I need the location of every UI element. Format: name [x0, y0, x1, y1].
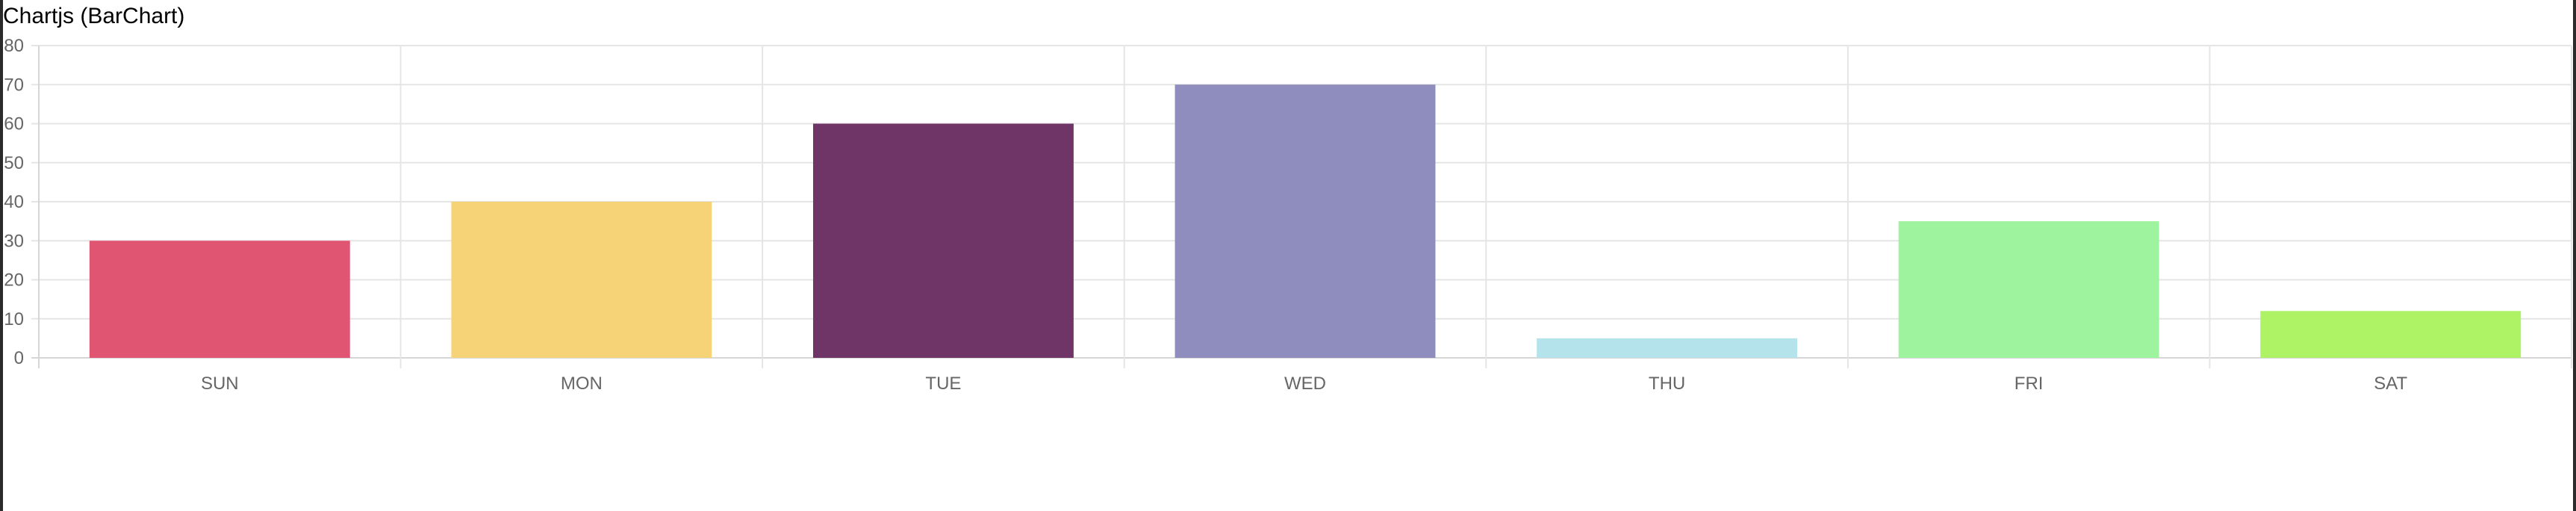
chart-bars — [89, 84, 2521, 359]
bar-sat[interactable] — [2260, 311, 2521, 358]
x-tick-label: SAT — [2374, 374, 2407, 394]
window-right-border — [2573, 0, 2576, 511]
bar-sun[interactable] — [89, 241, 350, 358]
y-tick-label: 0 — [14, 348, 24, 368]
bar-tue[interactable] — [812, 123, 1074, 359]
x-axis-ticks: SUN MON TUE WED THU FRI SAT — [201, 374, 2408, 394]
y-tick-label: 50 — [4, 153, 24, 173]
y-tick-label: 60 — [4, 114, 24, 134]
y-tick-label: 80 — [4, 36, 24, 56]
y-tick-label: 20 — [4, 270, 24, 291]
x-tick-label: THU — [1649, 374, 1685, 394]
bar-mon[interactable] — [451, 202, 712, 358]
window-left-border — [0, 0, 3, 511]
bar-thu[interactable] — [1537, 338, 1798, 358]
y-tick-label: 40 — [4, 192, 24, 212]
bar-wed[interactable] — [1175, 84, 1436, 358]
y-axis-ticks: 0 10 20 30 40 50 60 70 80 — [4, 36, 24, 368]
x-tick-label: SUN — [201, 374, 239, 394]
x-tick-label: TUE — [925, 374, 961, 394]
page-title: Chartjs (BarChart) — [3, 4, 185, 28]
x-tick-label: WED — [1284, 374, 1326, 394]
y-tick-label: 10 — [4, 309, 24, 329]
x-tick-label: MON — [561, 374, 603, 394]
x-tick-label: FRI — [2015, 374, 2044, 394]
y-tick-label: 30 — [4, 231, 24, 251]
y-tick-label: 70 — [4, 75, 24, 95]
bar-fri[interactable] — [1898, 221, 2159, 358]
